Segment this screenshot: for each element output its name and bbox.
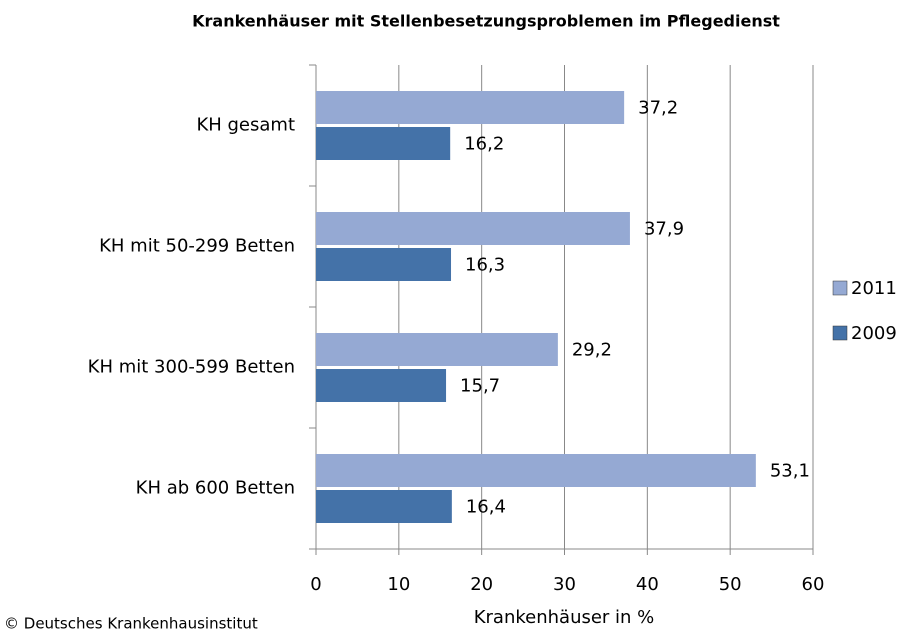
category-label: KH gesamt <box>196 115 295 136</box>
value-label: 16,3 <box>465 255 505 276</box>
value-label: 16,2 <box>464 134 504 155</box>
bar <box>316 212 630 245</box>
x-tick-label: 10 <box>387 574 410 595</box>
x-tick-label: 30 <box>553 574 576 595</box>
value-label: 16,4 <box>466 497 506 518</box>
category-label: KH mit 300-599 Betten <box>88 357 295 378</box>
value-label: 37,9 <box>644 219 684 240</box>
x-tick-label: 0 <box>310 574 321 595</box>
legend-swatch <box>832 280 848 296</box>
legend-label: 2011 <box>851 278 897 299</box>
bar <box>316 333 558 366</box>
bar <box>316 369 447 402</box>
legend-swatch <box>832 325 848 341</box>
category-label: KH mit 50-299 Betten <box>99 236 295 257</box>
x-tick-label: 50 <box>719 574 742 595</box>
x-tick-label: 40 <box>636 574 659 595</box>
value-label: 53,1 <box>770 461 810 482</box>
chart-title: Krankenhäuser mit Stellenbesetzungsprobl… <box>192 12 780 31</box>
value-label: 37,2 <box>638 98 678 119</box>
bar <box>316 91 625 124</box>
source: © Deutsches Krankenhausinstitut <box>4 615 258 633</box>
bar <box>316 454 756 487</box>
x-tick-label: 60 <box>802 574 825 595</box>
value-label: 29,2 <box>572 340 612 361</box>
x-axis-label: Krankenhäuser in % <box>474 607 655 628</box>
category-label: KH ab 600 Betten <box>136 478 295 499</box>
legend-label: 2009 <box>851 323 897 344</box>
bar <box>316 248 452 281</box>
value-label: 15,7 <box>460 376 500 397</box>
x-tick-label: 20 <box>470 574 493 595</box>
bar <box>316 127 451 160</box>
bar <box>316 490 452 523</box>
